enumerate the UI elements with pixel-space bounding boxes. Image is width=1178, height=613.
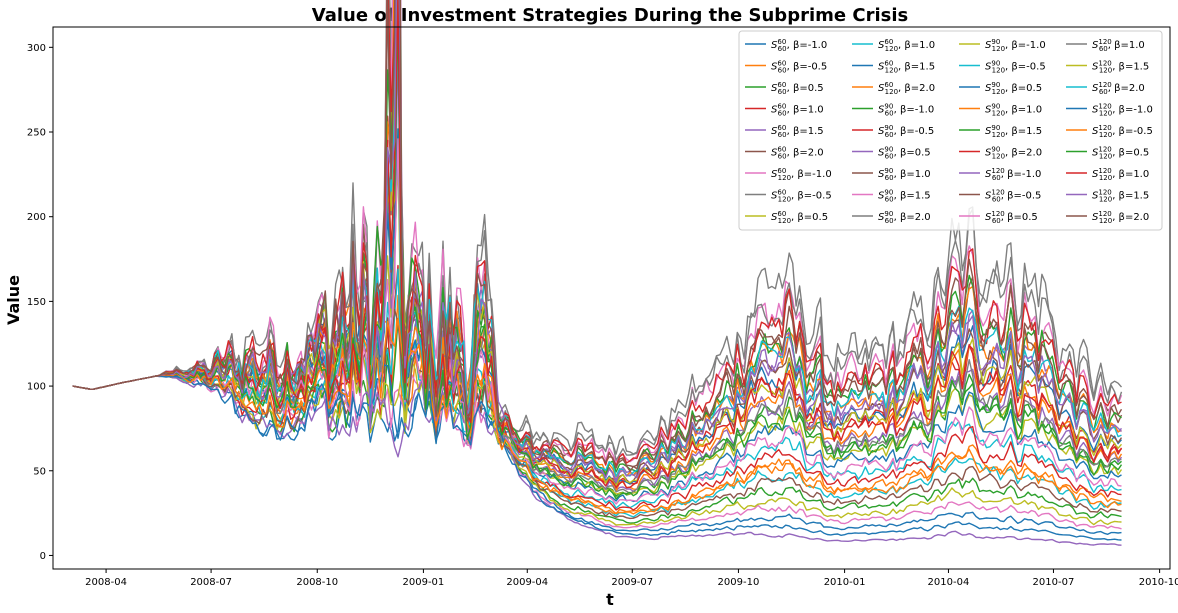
- legend-entry: S120 60, β=1.0: [1092, 38, 1145, 53]
- plot-frame: [52, 26, 1171, 570]
- legend-entry: S60 60, β=0.5: [771, 81, 824, 96]
- x-tick-label: 2008-10: [296, 577, 338, 588]
- series-line: [72, 355, 1122, 526]
- x-tick-label: 2010-04: [928, 577, 970, 588]
- legend-entry: S120 120, β=-0.5: [1092, 124, 1153, 139]
- x-tick-label: 2009-07: [611, 577, 653, 588]
- x-tick-label: 2010-01: [824, 577, 866, 588]
- legend-entry: S120 120, β=-1.0: [1092, 103, 1153, 118]
- legend-entry: S90 120, β=1.0: [985, 103, 1042, 118]
- x-tick-label: 2010-07: [1033, 577, 1075, 588]
- legend-entry: S60 120, β=0.5: [771, 210, 828, 225]
- series-line: [72, 320, 1122, 524]
- series-line: [72, 364, 1122, 541]
- legend-entry: S90 60, β=-0.5: [878, 124, 934, 139]
- series-line: [72, 317, 1122, 515]
- legend-entry: S60 60, β=1.5: [771, 124, 824, 139]
- series-line: [72, 13, 1123, 500]
- legend-entry: S60 60, β=-0.5: [771, 60, 827, 75]
- series-line: [72, 0, 1123, 472]
- legend-entry: S60 120, β=1.0: [878, 38, 935, 53]
- y-axis-label: Value: [4, 275, 23, 325]
- legend-box: [738, 30, 1163, 231]
- series-line: [72, 0, 1123, 492]
- series-line: [72, 0, 1122, 495]
- legend-entry: S60 120, β=-1.0: [771, 167, 832, 182]
- legend-entry: S60 120, β=1.5: [878, 60, 935, 75]
- series-line: [72, 0, 1123, 461]
- series-line: [72, 264, 1122, 511]
- legend-entry: S90 120, β=1.5: [985, 124, 1042, 139]
- y-tick-label: 200: [27, 212, 46, 223]
- series-line: [72, 375, 1122, 535]
- x-tick-label: 2010-10: [1139, 577, 1178, 588]
- y-tick-label: 50: [33, 466, 46, 477]
- legend-entry: S90 120, β=-0.5: [985, 60, 1046, 75]
- series-line: [72, 0, 1123, 489]
- x-tick-label: 2008-04: [85, 577, 127, 588]
- x-tick-label: 2008-07: [190, 577, 232, 588]
- legend-entry: S90 120, β=2.0: [985, 146, 1042, 161]
- legend-entry: S120 120, β=1.0: [1092, 167, 1149, 182]
- legend-entry: S90 120, β=-1.0: [985, 38, 1046, 53]
- x-tick-label: 2009-10: [718, 577, 760, 588]
- legend-entry: S120 60, β=-1.0: [985, 167, 1041, 182]
- legend-entry: S90 60, β=-1.0: [878, 103, 934, 118]
- chart-title: Value of Investment Strategies During th…: [312, 5, 908, 26]
- legend: S60 60, β=-1.0 S60 60, β=-0.5 S60 60, β=0.5 S6…: [738, 30, 1163, 231]
- axes-layer: 2008-04 2008-07 2008-10 2009-01 2009-04 2009-…: [27, 26, 1178, 588]
- legend-entry: S60 60, β=1.0: [771, 103, 824, 118]
- legend-entry: S120 60, β=0.5: [985, 210, 1038, 225]
- legend-entry: S120 60, β=-0.5: [985, 189, 1041, 204]
- legend-entry: S60 120, β=-0.5: [771, 189, 832, 204]
- legend-entry: S120 120, β=1.5: [1092, 60, 1149, 75]
- legend-entry: S90 60, β=0.5: [878, 146, 931, 161]
- y-tick-label: 300: [27, 43, 46, 54]
- legend-entry: S90 120, β=0.5: [985, 81, 1042, 96]
- legend-entry: S60 60, β=2.0: [771, 146, 824, 161]
- x-tick-label: 2009-04: [506, 577, 548, 588]
- x-axis-label: t: [606, 590, 614, 609]
- series-line: [72, 138, 1122, 505]
- legend-entry: S90 60, β=1.0: [878, 167, 931, 182]
- y-tick-label: 100: [27, 382, 46, 393]
- legend-entry: S60 120, β=2.0: [878, 81, 935, 96]
- legend-entry: S90 60, β=2.0: [878, 210, 931, 225]
- legend-entry: S120 120, β=0.5: [1092, 146, 1149, 161]
- legend-entry: S60 60, β=-1.0: [771, 38, 827, 53]
- legend-entry: S120 120, β=2.0: [1092, 210, 1149, 225]
- legend-entry: S90 60, β=1.5: [878, 189, 931, 204]
- y-tick-label: 150: [27, 297, 46, 308]
- series-layer: [72, 0, 1123, 546]
- legend-entry: S120 60, β=2.0: [1092, 81, 1145, 96]
- legend-entry: S120 120, β=1.5: [1092, 189, 1149, 204]
- y-tick-label: 0: [40, 551, 46, 562]
- x-tick-label: 2009-01: [403, 577, 445, 588]
- y-tick-label: 250: [27, 128, 46, 139]
